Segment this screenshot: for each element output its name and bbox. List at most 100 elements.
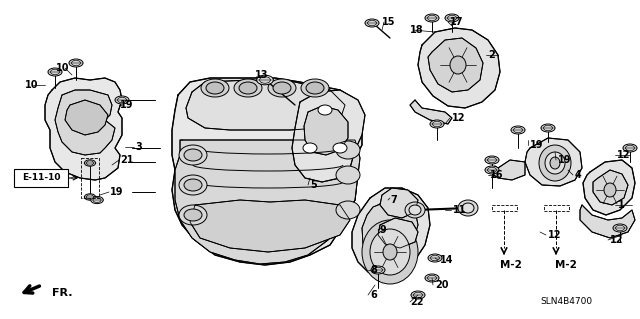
Text: 21: 21 [120,155,134,165]
Ellipse shape [625,145,634,151]
Text: 6: 6 [370,290,377,300]
Text: 16: 16 [490,170,504,180]
Ellipse shape [179,175,207,195]
Ellipse shape [301,79,329,97]
Ellipse shape [260,77,270,83]
Ellipse shape [485,166,499,174]
Ellipse shape [550,157,560,169]
Ellipse shape [84,160,95,166]
Ellipse shape [201,79,229,97]
Ellipse shape [86,161,93,165]
Ellipse shape [239,82,257,94]
Ellipse shape [431,255,440,261]
Polygon shape [175,140,360,264]
Text: M-2: M-2 [500,260,522,270]
Ellipse shape [485,156,499,164]
Ellipse shape [383,244,397,260]
Ellipse shape [371,266,385,274]
Text: FR.: FR. [52,288,72,298]
Ellipse shape [336,141,360,159]
Ellipse shape [268,79,296,97]
Text: 18: 18 [410,25,424,35]
Polygon shape [186,80,345,130]
Ellipse shape [179,145,207,165]
Polygon shape [292,90,365,182]
Polygon shape [172,78,362,265]
Text: 14: 14 [440,255,454,265]
Text: 15: 15 [382,17,396,27]
Text: 12: 12 [617,150,630,160]
Ellipse shape [488,157,497,163]
Text: 20: 20 [435,280,449,290]
Text: 5: 5 [310,180,317,190]
Ellipse shape [91,197,103,204]
Ellipse shape [604,183,616,197]
Ellipse shape [118,97,127,103]
FancyBboxPatch shape [14,169,68,187]
Text: 4: 4 [575,170,582,180]
Ellipse shape [543,125,552,131]
Polygon shape [583,160,635,215]
Ellipse shape [362,220,418,284]
Text: 22: 22 [410,297,424,307]
Ellipse shape [616,225,625,231]
Polygon shape [428,38,483,92]
Text: 19: 19 [530,140,543,150]
Ellipse shape [428,15,436,21]
Text: 7: 7 [390,195,397,205]
Text: 8: 8 [370,265,377,275]
Text: 3: 3 [135,142,141,152]
Ellipse shape [336,166,360,184]
Ellipse shape [433,121,442,127]
Text: 11: 11 [453,205,467,215]
Ellipse shape [69,59,83,67]
Text: SLN4B4700: SLN4B4700 [540,298,592,307]
Polygon shape [55,90,115,155]
Text: 10: 10 [56,63,70,73]
Ellipse shape [374,267,383,273]
Text: 17: 17 [450,17,463,27]
Ellipse shape [72,60,81,66]
Text: 12: 12 [610,235,623,245]
Text: 19: 19 [558,155,572,165]
Text: 10: 10 [25,80,38,90]
Ellipse shape [541,124,555,132]
Ellipse shape [413,292,422,298]
Ellipse shape [428,254,442,262]
Ellipse shape [184,179,202,191]
Ellipse shape [513,127,522,133]
Text: 12: 12 [548,230,561,240]
Text: 9: 9 [380,225,387,235]
Polygon shape [378,218,418,248]
Polygon shape [304,106,348,155]
Polygon shape [362,198,418,260]
Text: 2: 2 [488,50,495,60]
Text: 1: 1 [618,200,625,210]
Ellipse shape [333,143,347,153]
Ellipse shape [613,224,627,232]
Ellipse shape [257,75,273,85]
Polygon shape [418,28,500,108]
Text: 12: 12 [452,113,465,123]
Ellipse shape [462,203,474,213]
Ellipse shape [447,15,456,21]
Ellipse shape [458,200,478,216]
Polygon shape [45,78,122,180]
Polygon shape [490,160,525,180]
Ellipse shape [115,96,129,104]
FancyArrowPatch shape [72,176,77,180]
Ellipse shape [84,194,95,200]
Polygon shape [410,100,452,124]
Ellipse shape [234,79,262,97]
Ellipse shape [428,275,436,281]
Ellipse shape [86,195,93,199]
Ellipse shape [273,82,291,94]
Text: E-11-10: E-11-10 [22,174,60,182]
Ellipse shape [51,69,60,75]
Ellipse shape [405,202,425,218]
Text: 19: 19 [110,187,124,197]
Ellipse shape [48,68,62,76]
Ellipse shape [365,19,379,27]
Text: 13: 13 [255,70,269,80]
Ellipse shape [179,205,207,225]
